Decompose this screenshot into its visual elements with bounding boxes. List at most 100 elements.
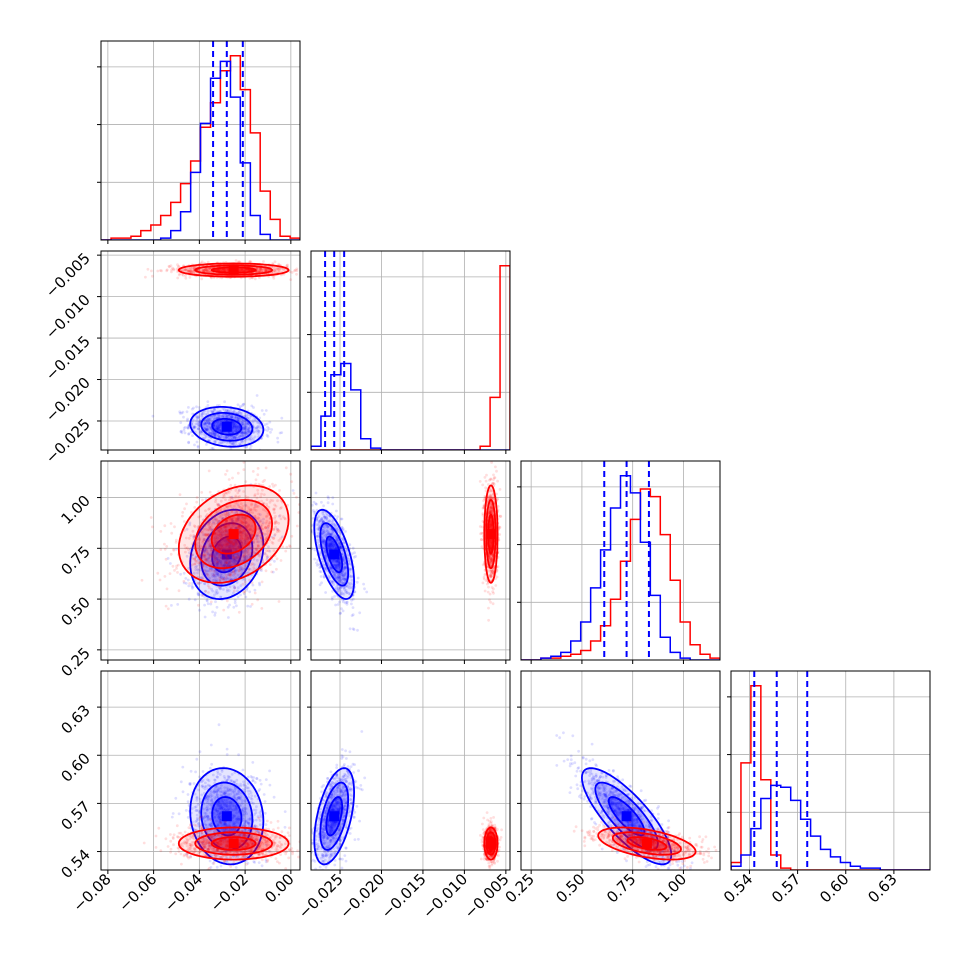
scatter-point [184,432,187,435]
scatter-point [292,489,295,492]
scatter-point [307,553,310,556]
scatter-point [320,501,323,504]
scatter-point [237,472,240,475]
red-contours [179,263,289,276]
scatter-point [175,539,178,542]
scatter-point [144,276,147,279]
scatter-point [489,601,492,604]
scatter-point [231,477,234,480]
scatter-panel-1-0 [97,251,323,467]
scatter-point [227,606,230,609]
scatter-point [496,480,499,483]
scatter-point [246,605,249,608]
scatter-point [273,560,276,563]
scatter-point [281,545,284,548]
scatter-point [210,601,213,604]
scatter-point [284,550,287,553]
scatter-point [262,480,265,483]
scatter-point [159,269,162,272]
scatter-point [177,266,180,269]
scatter-point [268,421,271,424]
scatter-point [316,559,319,562]
scatter-point [224,473,227,476]
red-contours [179,485,289,582]
scatter-point [492,474,495,477]
scatter-point [218,586,221,589]
scatter-point [358,611,361,614]
scatter-point [336,515,339,518]
scatter-point [165,545,168,548]
scatter-point [257,467,260,470]
panel-plot-area [101,41,300,240]
scatter-point [200,278,203,281]
scatter-point [278,489,281,492]
scatter-point [159,530,162,533]
scatter-point [175,548,178,551]
scatter-point [304,508,307,511]
scatter-point [179,493,182,496]
scatter-point [244,480,247,483]
scatter-point [187,441,190,444]
scatter-point [150,516,153,519]
scatter-point [256,473,259,476]
scatter-point [226,452,229,455]
scatter-point [282,454,285,457]
scatter-point [337,603,340,606]
scatter-point [302,272,305,275]
scatter-point [266,423,269,426]
scatter-point [266,429,269,432]
scatter-point [151,526,154,529]
scatter-point [270,428,273,431]
scatter-point [252,406,255,409]
scatter-point [178,274,181,277]
scatter-point [188,598,191,601]
scatter-point [175,567,178,570]
scatter-point [280,559,283,562]
scatter-point [166,268,169,271]
scatter-point [197,593,200,596]
scatter-point [228,478,231,481]
scatter-point [188,582,191,585]
scatter-point [242,583,245,586]
scatter-point [244,581,247,584]
scatter-point [237,595,240,598]
panel-plot-area [101,251,323,467]
scatter-point [307,540,310,543]
scatter-point [320,581,323,584]
scatter-point [234,601,237,604]
scatter-point [170,522,173,525]
scatter-point [172,565,175,568]
scatter-point [156,270,159,273]
scatter-point [209,491,212,494]
scatter-point [207,602,210,605]
scatter-point [177,564,180,567]
scatter-point [243,590,246,593]
scatter-point [270,571,273,574]
scatter-point [235,259,238,262]
scatter-point [280,417,283,420]
scatter-point [178,589,181,592]
scatter-point [255,478,258,481]
scatter-point [150,270,153,273]
scatter-point [172,549,175,552]
scatter-point [196,496,199,499]
scatter-point [239,594,242,597]
scatter-point [344,602,347,605]
scatter-point [170,553,173,556]
scatter-point [302,541,305,544]
scatter-point [179,573,182,576]
scatter-point [487,586,490,589]
scatter-point [488,599,491,602]
panel-frame [311,251,510,450]
scatter-point [173,569,176,572]
scatter-point [176,277,179,280]
scatter-point [204,616,207,619]
scatter-point [201,260,204,263]
scatter-point [227,616,230,619]
scatter-point [151,275,154,278]
scatter-point [184,274,187,277]
scatter-point [354,555,357,558]
scatter-point [245,596,248,599]
scatter-point [156,572,159,575]
